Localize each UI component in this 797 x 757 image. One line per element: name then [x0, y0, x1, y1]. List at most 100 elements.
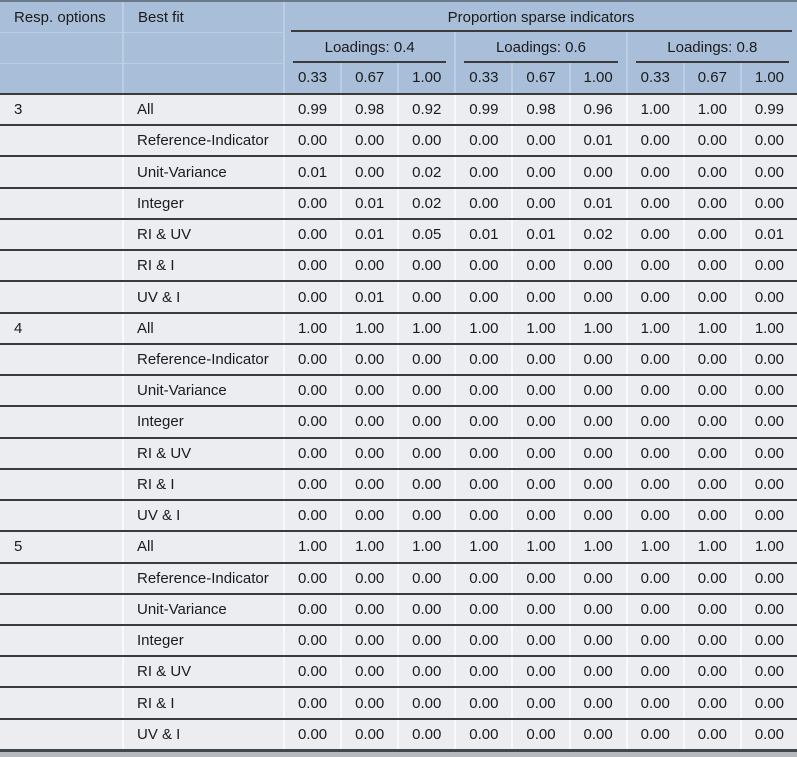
value-cell: 0.02: [397, 188, 454, 218]
value-cell: 0.00: [283, 251, 340, 281]
value-cell: 0.00: [397, 657, 454, 687]
header-sub-col: 1.00: [568, 62, 626, 93]
value-cell: 0.00: [568, 469, 626, 500]
value-cell: 0.00: [682, 719, 740, 749]
value-cell: 0.00: [283, 344, 340, 375]
best-fit-cell: Unit-Variance: [122, 376, 283, 406]
header-sub-col: 1.00: [739, 62, 797, 93]
value-cell: 0.00: [739, 594, 797, 624]
value-cell: 0.00: [283, 188, 340, 218]
value-cell: 0.98: [340, 95, 397, 125]
value-cell: 0.00: [454, 407, 511, 437]
value-cell: 0.00: [397, 501, 454, 531]
value-cell: 0.00: [739, 126, 797, 156]
best-fit-cell: Unit-Variance: [122, 594, 283, 624]
value-cell: 0.00: [454, 376, 511, 406]
table-row: Unit-Variance 0.00 0.00 0.00 0.00 0.00 0.00 0.0…: [0, 592, 797, 624]
value-cell: 0.00: [739, 376, 797, 406]
value-cell: 0.00: [454, 251, 511, 281]
best-fit-cell: RI & UV: [122, 438, 283, 468]
value-cell: 0.00: [454, 625, 511, 656]
value-cell: 1.00: [397, 532, 454, 562]
value-cell: 1.00: [568, 313, 626, 343]
value-cell: 0.00: [454, 719, 511, 749]
value-cell: 0.00: [511, 157, 568, 187]
value-cell: 0.00: [739, 407, 797, 437]
value-cell: 0.00: [340, 438, 397, 468]
value-cell: 0.00: [625, 126, 683, 156]
best-fit-cell: Reference-Indicator: [122, 344, 283, 375]
table-row: 4 All 1.00 1.00 1.00 1.00 1.00 1.00 1.00 1.00 1.00: [0, 311, 797, 343]
value-cell: 0.00: [283, 407, 340, 437]
value-cell: 0.00: [454, 688, 511, 718]
value-cell: 0.96: [568, 95, 626, 125]
value-cell: 0.92: [397, 95, 454, 125]
value-cell: 0.00: [283, 469, 340, 500]
value-cell: 1.00: [682, 313, 740, 343]
best-fit-cell: RI & I: [122, 251, 283, 281]
resp-options-cell: [0, 345, 122, 374]
value-cell: 0.00: [397, 407, 454, 437]
value-cell: 0.00: [283, 688, 340, 718]
value-cell: 0.00: [511, 376, 568, 406]
value-cell: 1.00: [625, 313, 683, 343]
table-header: Resp. options Best fit Proportion sparse…: [0, 0, 797, 95]
table-row: Integer 0.00 0.00 0.00 0.00 0.00 0.00 0.00 0.00 0…: [0, 623, 797, 656]
value-cell: 0.00: [568, 376, 626, 406]
value-cell: 0.00: [625, 407, 683, 437]
value-cell: 0.00: [625, 625, 683, 656]
value-cell: 0.00: [397, 688, 454, 718]
value-cell: 1.00: [397, 313, 454, 343]
value-cell: 0.00: [739, 563, 797, 593]
value-cell: 0.00: [283, 219, 340, 250]
value-cell: 0.00: [682, 126, 740, 156]
value-cell: 1.00: [511, 313, 568, 343]
value-cell: 0.00: [283, 625, 340, 656]
value-cell: 0.00: [568, 688, 626, 718]
value-cell: 1.00: [682, 532, 740, 562]
value-cell: 0.00: [682, 407, 740, 437]
value-cell: 1.00: [625, 95, 683, 125]
value-cell: 0.00: [739, 657, 797, 687]
value-cell: 0.05: [397, 219, 454, 250]
header-sub-col: 1.00: [397, 62, 454, 93]
header-loading-group-1: Loadings: 0.4: [283, 32, 454, 63]
value-cell: 0.00: [340, 126, 397, 156]
value-cell: 0.00: [739, 438, 797, 468]
resp-options-cell: 5: [14, 538, 23, 556]
best-fit-cell: UV & I: [122, 501, 283, 531]
header-sub-col: 0.33: [454, 62, 511, 93]
table-row: 3 All 0.99 0.98 0.92 0.99 0.98 0.96 1.00 1.00 0.99: [0, 95, 797, 125]
value-cell: 0.00: [397, 563, 454, 593]
table-row: Reference-Indicator 0.00 0.00 0.00 0.00 0.00 0…: [0, 342, 797, 375]
value-cell: 0.02: [568, 219, 626, 250]
best-fit-cell: Unit-Variance: [122, 157, 283, 187]
value-cell: 0.00: [568, 282, 626, 312]
value-cell: 0.00: [625, 438, 683, 468]
value-cell: 0.00: [511, 501, 568, 531]
value-cell: 0.00: [682, 344, 740, 375]
value-cell: 0.00: [454, 157, 511, 187]
resp-options-cell: [0, 220, 122, 249]
resp-options-cell: [0, 189, 122, 218]
value-cell: 0.00: [625, 469, 683, 500]
value-cell: 0.00: [283, 438, 340, 468]
value-cell: 0.00: [511, 469, 568, 500]
value-cell: 0.01: [340, 282, 397, 312]
value-cell: 0.00: [682, 188, 740, 218]
value-cell: 0.00: [511, 594, 568, 624]
value-cell: 0.00: [283, 719, 340, 749]
header-spacer: [0, 62, 122, 93]
best-fit-cell: All: [122, 532, 283, 562]
value-cell: 0.00: [511, 625, 568, 656]
value-cell: 0.00: [568, 657, 626, 687]
value-cell: 1.00: [283, 532, 340, 562]
value-cell: 0.00: [340, 594, 397, 624]
value-cell: 0.00: [397, 251, 454, 281]
value-cell: 0.00: [454, 501, 511, 531]
value-cell: 0.00: [568, 438, 626, 468]
value-cell: 0.00: [625, 657, 683, 687]
value-cell: 0.00: [454, 469, 511, 500]
value-cell: 0.00: [682, 219, 740, 250]
